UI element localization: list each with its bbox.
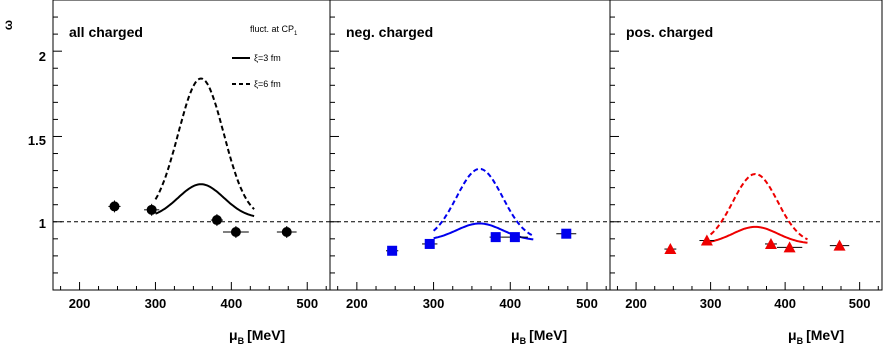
data-point: [561, 228, 572, 239]
x-tick-label: 200: [625, 296, 647, 311]
data-point: [833, 239, 846, 251]
y-tick-label: 2: [39, 49, 46, 64]
data-point: [281, 227, 292, 237]
dashed-curve: [709, 172, 808, 241]
x-tick-label: 500: [576, 296, 598, 311]
y-tick-labels: 2 1.5 1: [28, 49, 46, 231]
x-tick-label: 300: [423, 296, 445, 311]
dashed-curve: [432, 167, 534, 237]
x-axis-label-unit: [MeV]: [247, 327, 285, 343]
x-axis-label: μB [MeV]: [511, 327, 567, 346]
legend-dashed-label: ξ=6 fm: [254, 79, 281, 89]
legend: fluct. at CP1 ξ=3 fm ξ=6 fm: [232, 24, 298, 89]
data-point: [664, 243, 677, 255]
panels: 200 300 400 500 all charged 200 300 400 500 neg. …: [52, 0, 883, 311]
panel: 200 300 400 500 all charged: [52, 0, 331, 311]
x-axis-label-unit: [MeV]: [529, 327, 567, 343]
x-tick-label: 500: [849, 296, 871, 311]
data-point: [490, 232, 501, 243]
x-tick-label: 400: [774, 296, 796, 311]
x-axis-label-sub: B: [797, 336, 804, 346]
x-axis-label-unit: [MeV]: [806, 327, 844, 343]
legend-solid-label: ξ=3 fm: [254, 53, 281, 63]
data-point: [764, 237, 777, 249]
x-tick-label: 500: [296, 296, 318, 311]
data-point: [424, 238, 435, 249]
x-tick-label: 400: [499, 296, 521, 311]
panel: 200 300 400 500 pos. charged: [609, 0, 883, 311]
panel-title: all charged: [69, 24, 143, 40]
legend-header-text: fluct. at CP: [250, 24, 294, 34]
y-tick-label: 1: [39, 216, 46, 231]
x-axis-label-main: μ: [788, 327, 797, 343]
panel-frame: [329, 0, 611, 291]
x-tick-label: 200: [69, 296, 91, 311]
x-axis-label-sub: B: [238, 336, 245, 346]
x-axis-labels: μB [MeV] μB [MeV] μB [MeV]: [229, 327, 844, 346]
dashed-curve: [154, 77, 255, 210]
solid-curve: [710, 225, 808, 244]
x-axis-label: μB [MeV]: [229, 327, 285, 346]
panel-frame: [52, 0, 331, 291]
x-tick-label: 300: [145, 296, 167, 311]
y-axis-label: ω: [1, 20, 15, 30]
data-point: [509, 232, 520, 243]
x-axis-label-main: μ: [229, 327, 238, 343]
x-tick-label: 200: [346, 296, 368, 311]
panel-title: neg. charged: [346, 24, 433, 40]
y-tick-label: 1.5: [28, 133, 46, 148]
data-point: [146, 204, 157, 215]
panel: 200 300 400 500 neg. charged: [329, 0, 611, 311]
solid-curve: [155, 183, 255, 218]
data-point: [387, 245, 398, 256]
x-axis-label: μB [MeV]: [788, 327, 844, 346]
legend-header-sub: 1: [294, 31, 298, 37]
panel-frame: [609, 0, 883, 291]
x-axis-label-main: μ: [511, 327, 520, 343]
data-point: [230, 227, 241, 237]
legend-header: fluct. at CP1: [250, 24, 298, 37]
data-point: [700, 234, 713, 246]
x-tick-label: 400: [220, 296, 242, 311]
x-axis-label-sub: B: [520, 336, 527, 346]
data-point: [109, 201, 120, 212]
x-tick-label: 300: [700, 296, 722, 311]
data-point: [211, 215, 222, 226]
panel-title: pos. charged: [626, 24, 713, 40]
data-point: [783, 241, 796, 253]
